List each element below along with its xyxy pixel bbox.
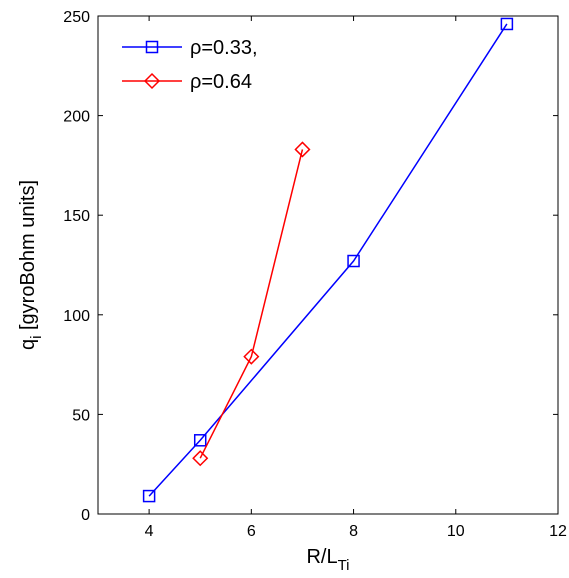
y-tick-label: 250 (63, 9, 90, 26)
axis-ticks: 4 6 8 10 12 0 50 100 150 200 250 (63, 9, 567, 540)
legend-label: ρ=0.33, (190, 37, 258, 59)
legend-entry-1: ρ=0.33, (122, 37, 258, 59)
data-point (500, 17, 514, 31)
series-line (199, 149, 304, 459)
legend-entry-2: ρ=0.64 (122, 71, 252, 93)
legend-label: ρ=0.64 (190, 71, 252, 93)
legend-marker (143, 72, 161, 90)
y-tick-label: 150 (63, 208, 90, 225)
x-tick-label: 6 (247, 523, 256, 540)
legend: ρ=0.33, ρ=0.64 (122, 37, 258, 93)
series-1 (142, 17, 514, 503)
x-tick-label: 8 (349, 523, 358, 540)
plot-area (97, 15, 559, 515)
data-point (243, 348, 260, 365)
data-point (192, 450, 209, 467)
y-tick-label: 50 (72, 407, 90, 424)
series-line (148, 23, 508, 497)
data-point (142, 489, 156, 503)
series-2 (192, 141, 311, 467)
x-tick-label: 12 (549, 523, 567, 540)
data-point (294, 141, 311, 158)
y-axis-label: qi [gyroBohm units] (17, 180, 45, 350)
x-tick-label: 10 (447, 523, 465, 540)
y-tick-label: 200 (63, 109, 90, 126)
x-axis-label: R/LTi (306, 546, 349, 574)
x-tick-label: 4 (145, 523, 154, 540)
legend-marker (145, 40, 159, 54)
series-layer (142, 17, 514, 503)
data-point (193, 434, 207, 447)
y-tick-label: 100 (63, 308, 90, 325)
data-point (347, 254, 360, 268)
y-tick-label: 0 (81, 507, 90, 524)
